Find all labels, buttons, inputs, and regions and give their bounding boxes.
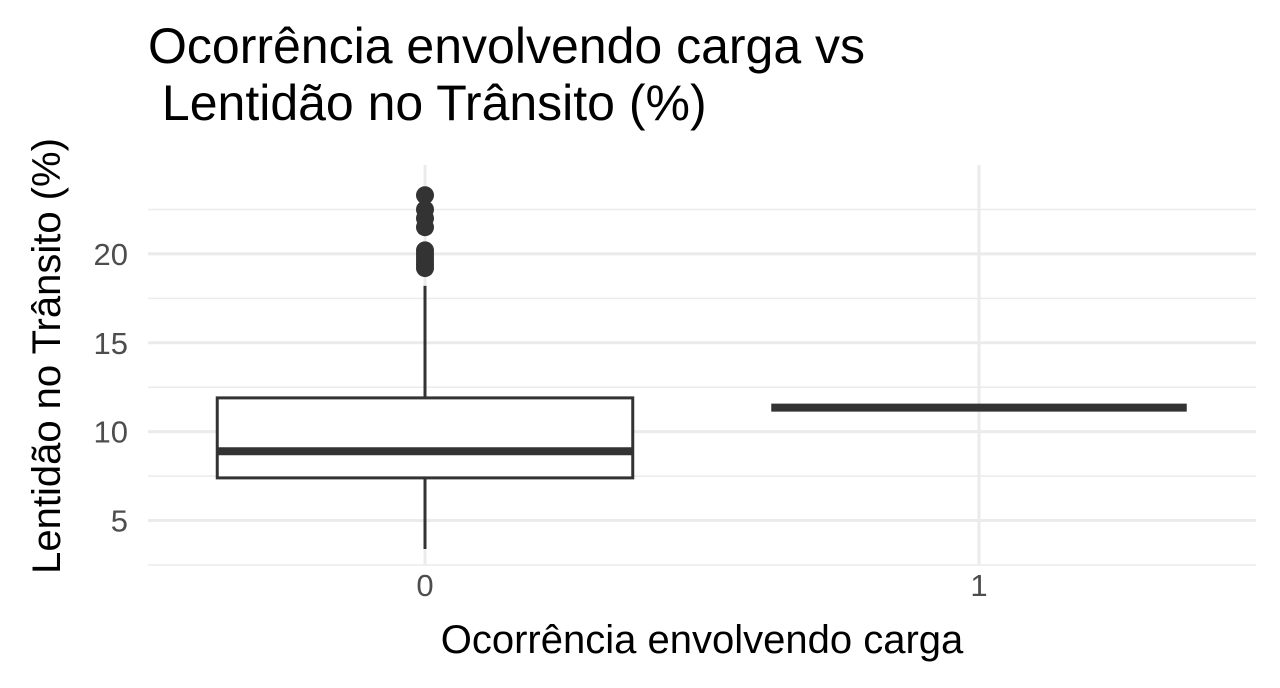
box-0 bbox=[215, 186, 635, 549]
outlier-point bbox=[416, 241, 434, 260]
y-tick-label: 15 bbox=[94, 326, 128, 361]
y-axis-ticks: 5 10 15 20 bbox=[94, 237, 128, 539]
y-tick-label: 10 bbox=[94, 415, 128, 450]
chart-title: Ocorrência envolvendo carga vs Lentidão … bbox=[148, 18, 866, 131]
x-tick-label: 0 bbox=[416, 568, 433, 603]
y-tick-label: 5 bbox=[111, 504, 128, 539]
box-series bbox=[215, 186, 1187, 549]
outlier-point bbox=[416, 200, 434, 219]
outlier-point bbox=[416, 186, 434, 205]
y-axis-title: Lentidão no Trânsito (%) bbox=[25, 138, 69, 574]
x-axis-title: Ocorrência envolvendo carga bbox=[441, 618, 964, 662]
grid-lines bbox=[148, 165, 1256, 566]
x-tick-label: 1 bbox=[970, 568, 987, 603]
iqr-box bbox=[215, 396, 635, 480]
y-tick-label: 20 bbox=[94, 237, 128, 272]
